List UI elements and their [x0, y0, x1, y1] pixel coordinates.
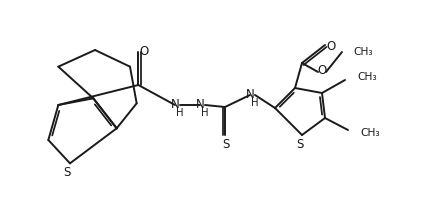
Text: S: S: [222, 138, 230, 151]
Text: S: S: [296, 138, 304, 151]
Text: CH₃: CH₃: [353, 47, 373, 57]
Text: O: O: [326, 39, 335, 53]
Text: H: H: [251, 98, 259, 108]
Text: H: H: [176, 108, 184, 118]
Text: N: N: [196, 99, 204, 112]
Text: CH₃: CH₃: [357, 72, 377, 82]
Text: H: H: [201, 108, 209, 118]
Text: N: N: [246, 88, 254, 102]
Text: N: N: [171, 99, 179, 112]
Text: O: O: [140, 45, 149, 58]
Text: CH₃: CH₃: [360, 128, 380, 138]
Text: O: O: [317, 64, 327, 78]
Text: S: S: [63, 166, 71, 179]
